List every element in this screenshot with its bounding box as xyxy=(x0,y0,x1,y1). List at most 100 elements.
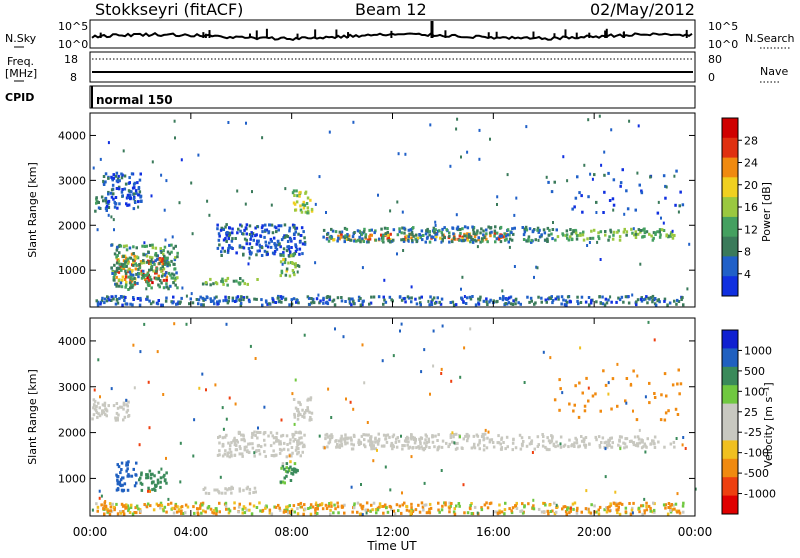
data-cell xyxy=(169,273,172,277)
colorbar-frame xyxy=(721,329,739,515)
data-cell xyxy=(426,229,430,233)
data-cell xyxy=(669,442,673,446)
data-cell xyxy=(575,234,579,238)
data-cell xyxy=(247,442,250,446)
nsky-panel xyxy=(89,19,696,49)
data-cell xyxy=(544,238,547,242)
data-cell xyxy=(518,433,522,437)
data-cell xyxy=(271,251,275,255)
data-cell xyxy=(571,502,575,506)
data-cell xyxy=(569,300,572,304)
noise-cell xyxy=(167,497,170,501)
data-cell xyxy=(282,254,285,258)
data-cell xyxy=(280,271,284,275)
data-cell xyxy=(112,404,116,408)
data-cell xyxy=(230,491,233,495)
data-cell xyxy=(362,433,365,437)
data-cell xyxy=(225,223,228,227)
data-cell xyxy=(670,231,673,234)
data-cell xyxy=(279,480,283,484)
data-cell xyxy=(294,243,297,247)
data-cell xyxy=(553,180,556,184)
velocity-ylabel: Slant Range [km] xyxy=(26,369,39,465)
data-cell xyxy=(201,503,204,507)
data-cell xyxy=(660,228,664,232)
data-cell xyxy=(424,438,427,442)
data-cell xyxy=(132,258,135,262)
data-cell xyxy=(552,442,555,446)
data-cell xyxy=(250,435,254,439)
noise-cell xyxy=(677,210,680,214)
data-cell xyxy=(612,203,616,207)
data-cell xyxy=(497,434,500,438)
data-cell xyxy=(311,300,315,304)
data-cell xyxy=(97,401,100,405)
data-cell xyxy=(572,409,575,413)
data-cell xyxy=(160,281,163,285)
data-cell xyxy=(137,275,140,279)
data-cell xyxy=(279,245,282,249)
x-tick-label: 04:00 xyxy=(174,525,209,539)
noise-cell xyxy=(151,160,154,164)
noise-cell xyxy=(456,117,459,121)
data-cell xyxy=(152,300,155,304)
data-cell xyxy=(356,501,360,505)
colorbar-cell xyxy=(722,458,738,478)
nsky-tick-top: 10^5 xyxy=(58,20,88,33)
noise-cell xyxy=(619,447,622,451)
data-cell xyxy=(419,234,422,238)
data-cell xyxy=(428,446,431,449)
data-cell xyxy=(270,454,274,457)
data-cell xyxy=(131,303,134,307)
noise-cell xyxy=(455,127,458,131)
data-cell xyxy=(271,434,274,438)
data-cell xyxy=(682,510,685,514)
data-cell xyxy=(149,278,153,282)
noise-cell xyxy=(429,123,432,127)
data-cell xyxy=(649,175,652,179)
data-cell xyxy=(225,433,228,437)
data-cell xyxy=(640,504,643,508)
data-cell xyxy=(148,275,152,279)
data-cell xyxy=(450,502,453,505)
data-cell xyxy=(92,403,96,407)
noise-cell xyxy=(525,125,528,129)
data-cell xyxy=(575,511,579,515)
data-cell xyxy=(558,378,561,382)
data-cell xyxy=(298,442,301,446)
data-cell xyxy=(557,297,560,301)
data-cell xyxy=(123,415,127,419)
data-cell xyxy=(180,509,183,513)
data-cell xyxy=(635,418,639,422)
data-cell xyxy=(452,510,456,514)
noise-cell xyxy=(533,275,535,279)
data-cell xyxy=(121,188,124,191)
data-cell xyxy=(514,298,517,302)
data-cell xyxy=(603,303,607,307)
data-cell xyxy=(154,253,157,257)
data-cell xyxy=(392,509,396,513)
data-cell xyxy=(511,303,515,306)
data-cell xyxy=(631,506,634,510)
data-cell xyxy=(478,441,481,445)
data-cell xyxy=(620,435,623,439)
data-cell xyxy=(298,247,302,251)
data-cell xyxy=(277,439,280,443)
data-cell xyxy=(290,471,293,475)
data-cell xyxy=(146,502,150,506)
data-cell xyxy=(98,414,102,418)
data-cell xyxy=(212,282,215,286)
data-cell xyxy=(369,436,372,440)
data-cell xyxy=(162,249,165,252)
colorbar-cell xyxy=(722,440,738,460)
data-cell xyxy=(153,487,156,491)
data-cell xyxy=(584,436,588,439)
data-cell xyxy=(245,238,248,242)
data-cell xyxy=(216,453,220,457)
x-tick-label: 00:00 xyxy=(678,525,713,539)
data-cell xyxy=(480,435,484,438)
data-cell xyxy=(469,507,472,511)
data-cell xyxy=(587,195,590,199)
data-cell xyxy=(589,236,592,240)
